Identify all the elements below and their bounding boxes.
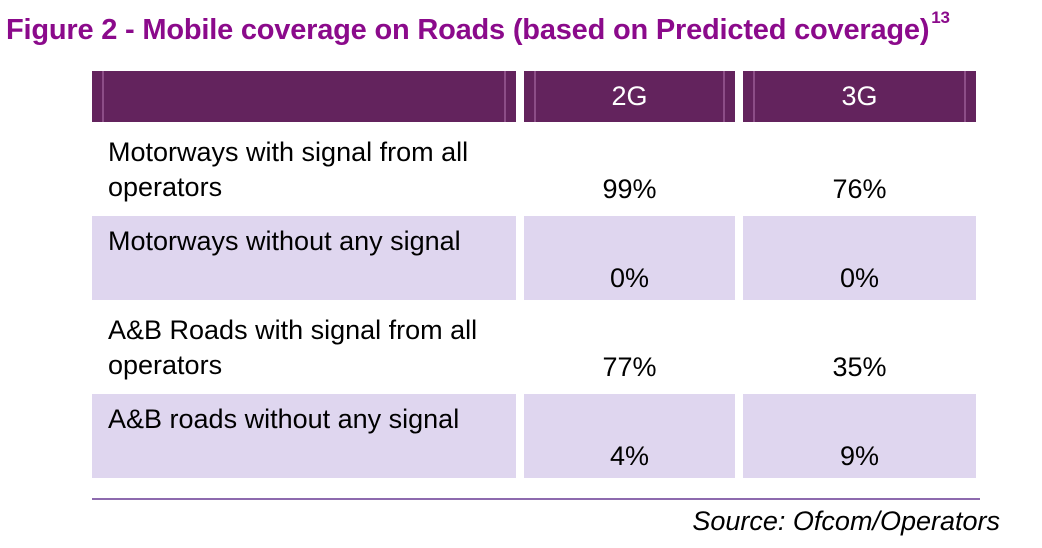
value-cell-3g: 35% (743, 305, 976, 389)
value-2g: 99% (602, 174, 657, 204)
row-label-cell: A&B roads without any signal (92, 394, 516, 478)
value-2g: 0% (609, 263, 650, 293)
table-bottom-rule (92, 498, 980, 500)
row-label-cell: Motorways without any signal (92, 216, 516, 300)
value-3g: 0% (839, 263, 880, 293)
value-3g: 76% (832, 174, 887, 204)
row-label: A&B roads without any signal (108, 404, 460, 434)
row-label-cell: Motorways with signal from all operators (92, 127, 516, 211)
table-row: Motorways with signal from all operators… (92, 127, 976, 211)
source-caption: Source: Ofcom/Operators (692, 506, 1000, 536)
header-cell-label (92, 71, 516, 122)
table-header-row: 2G 3G (92, 71, 976, 122)
value-cell-2g: 77% (524, 305, 735, 389)
row-label: A&B Roads with signal from all operators (108, 315, 478, 380)
header-3g-text: 3G (841, 81, 878, 111)
value-cell-3g: 9% (743, 394, 976, 478)
header-cell-3g: 3G (743, 71, 976, 122)
value-cell-2g: 99% (524, 127, 735, 211)
row-label: Motorways with signal from all operators (108, 137, 469, 202)
figure-title: Figure 2 - Mobile coverage on Roads (bas… (6, 8, 950, 47)
value-cell-2g: 0% (524, 216, 735, 300)
value-cell-2g: 4% (524, 394, 735, 478)
coverage-table: 2G 3G Motorways with signal from all ope… (92, 71, 976, 483)
value-cell-3g: 76% (743, 127, 976, 211)
row-label-cell: A&B Roads with signal from all operators (92, 305, 516, 389)
footnote-ref: 13 (931, 8, 950, 27)
value-3g: 35% (832, 352, 887, 382)
value-3g: 9% (839, 441, 880, 471)
header-cell-2g: 2G (524, 71, 735, 122)
table-row: A&B Roads with signal from all operators… (92, 305, 976, 389)
table-row: A&B roads without any signal 4% 9% (92, 394, 976, 478)
header-2g-text: 2G (611, 81, 648, 111)
value-cell-3g: 0% (743, 216, 976, 300)
value-2g: 77% (602, 352, 657, 382)
table-row: Motorways without any signal 0% 0% (92, 216, 976, 300)
value-2g: 4% (609, 441, 650, 471)
row-label: Motorways without any signal (108, 226, 461, 256)
figure-title-text: Figure 2 - Mobile coverage on Roads (bas… (6, 14, 930, 46)
